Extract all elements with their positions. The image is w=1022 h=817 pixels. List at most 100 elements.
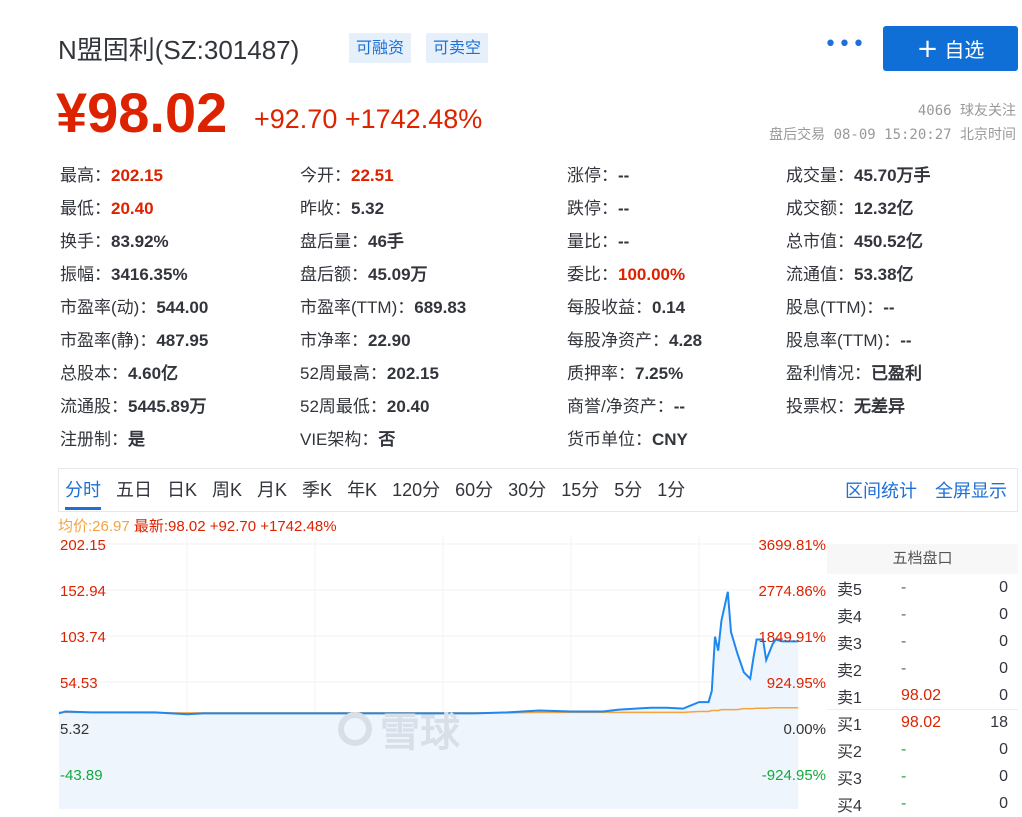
stat-value: 53.38亿: [854, 265, 914, 284]
tab-4[interactable]: 月K: [257, 480, 288, 500]
stat-label: 委比：: [567, 265, 618, 284]
stat-value: --: [883, 298, 895, 317]
level-volume: 0: [999, 659, 1008, 677]
stat-value: 22.90: [368, 331, 411, 350]
stat-item: 盘后量：46手: [300, 227, 404, 252]
level-label: 买4: [837, 797, 862, 815]
stat-item: 昨收：5.32: [300, 194, 384, 219]
tab-10[interactable]: 15分: [561, 480, 600, 500]
stat-label: 每股净资产：: [567, 331, 669, 350]
tab-2[interactable]: 日K: [167, 480, 198, 500]
stat-label: 市盈率(动)：: [60, 298, 157, 317]
order-book-row: 买4 - 0: [827, 790, 1018, 817]
y-tick-right: 0.00%: [783, 721, 826, 738]
level-label: 买2: [837, 743, 862, 761]
level-volume: 0: [999, 740, 1008, 758]
stat-item: 每股净资产：4.28: [567, 326, 702, 351]
level-label: 卖5: [837, 581, 862, 599]
stat-value: 0.14: [652, 298, 686, 317]
stat-label: 今开：: [300, 166, 351, 185]
stat-value: 202.15: [386, 364, 439, 383]
stat-label: 投票权：: [786, 397, 854, 416]
order-book: 五档盘口 卖5 - 0 卖4 - 0 卖3 - 0 卖2 - 0 卖1 98.02 0 买1 98.02 18 买2…: [827, 544, 1018, 815]
y-tick-left: 103.74: [60, 629, 106, 646]
stat-item: 总股本：4.60亿: [60, 359, 178, 384]
order-book-row: 买3 - 0: [827, 763, 1018, 790]
level-volume: 0: [999, 578, 1008, 596]
tab-6[interactable]: 年K: [347, 480, 378, 500]
level-price: -: [901, 578, 907, 596]
stat-label: VIE架构：: [300, 430, 379, 449]
stat-label: 市盈率(TTM)：: [300, 298, 415, 317]
order-book-row: 卖4 - 0: [827, 601, 1018, 628]
tab-links: 区间统计 全屏显示: [845, 477, 1017, 503]
stat-item: 流通股：5445.89万: [60, 392, 206, 417]
short-tag[interactable]: 可卖空: [426, 33, 489, 63]
stat-item: 成交量：45.70万手: [786, 161, 931, 186]
level-label: 卖1: [837, 689, 862, 707]
y-tick-left: 202.15: [60, 537, 106, 554]
stat-value: 5.32: [351, 199, 385, 218]
stat-item: 注册制：是: [60, 425, 145, 450]
add-watchlist-button[interactable]: + 自选: [883, 26, 1018, 71]
order-book-row: 卖2 - 0: [827, 655, 1018, 682]
tab-8[interactable]: 60分: [455, 480, 494, 500]
level-label: 买1: [837, 717, 862, 734]
follow-label: 自选: [944, 38, 985, 62]
stat-label: 涨停：: [567, 166, 618, 185]
current-price: ¥98.02: [56, 81, 228, 144]
stat-label: 每股收益：: [567, 298, 652, 317]
tab-12[interactable]: 1分: [657, 480, 686, 500]
stat-item: 投票权：无差异: [786, 392, 905, 417]
stock-title: N盟固利(SZ:301487): [58, 35, 300, 65]
stat-value: 否: [378, 430, 396, 449]
tab-5[interactable]: 季K: [302, 480, 333, 500]
tab-3[interactable]: 周K: [212, 480, 243, 500]
stat-value: 3416.35%: [111, 265, 188, 284]
stat-value: --: [618, 232, 630, 251]
stat-item: 市净率：22.90: [300, 326, 411, 351]
stat-value: 202.15: [111, 166, 163, 185]
stat-label: 成交量：: [786, 166, 854, 185]
change-value: +92.70: [254, 104, 338, 134]
fullscreen-link[interactable]: 全屏显示: [935, 481, 1007, 501]
snowball-logo-icon: [338, 712, 372, 746]
stat-label: 成交额：: [786, 199, 854, 218]
stat-item: 量比：--: [567, 227, 629, 252]
range-stats-link[interactable]: 区间统计: [845, 481, 917, 501]
stat-item: 52周最高：202.15: [300, 359, 439, 384]
stat-item: 货币单位：CNY: [567, 425, 688, 450]
tab-7[interactable]: 120分: [392, 480, 441, 500]
margin-tag[interactable]: 可融资: [349, 33, 412, 63]
tab-11[interactable]: 5分: [614, 480, 643, 500]
stat-item: 市盈率(TTM)：689.83: [300, 293, 466, 318]
level-price: -: [901, 632, 907, 650]
stat-item: 总市值：450.52亿: [786, 227, 923, 252]
stat-item: 最高：202.15: [60, 161, 163, 186]
stat-value: 83.92%: [111, 232, 169, 251]
stat-label: 最低：: [60, 199, 111, 218]
stat-label: 市净率：: [300, 331, 368, 350]
tab-0[interactable]: 分时: [65, 468, 101, 512]
stat-label: 货币单位：: [567, 430, 652, 449]
stat-item: 每股收益：0.14: [567, 293, 685, 318]
intraday-chart[interactable]: 202.15 3699.81% 152.94 2774.86% 103.74 1849.9…: [0, 535, 827, 809]
tab-1[interactable]: 五日: [116, 480, 152, 500]
stat-item: 涨停：--: [567, 161, 629, 186]
stat-item: 跌停：--: [567, 194, 629, 219]
level-price: -: [901, 767, 907, 785]
order-book-title: 五档盘口: [827, 544, 1018, 574]
order-book-row: 卖1 98.02 0: [827, 682, 1018, 709]
stat-value: 45.70万手: [854, 166, 931, 185]
stat-item: 振幅：3416.35%: [60, 260, 188, 285]
stat-value: 无差异: [854, 397, 905, 416]
plus-icon: +: [916, 33, 939, 64]
order-book-row: 买2 - 0: [827, 736, 1018, 763]
more-icon[interactable]: •••: [824, 32, 866, 57]
level-volume: 18: [990, 714, 1008, 731]
tab-9[interactable]: 30分: [508, 480, 547, 500]
y-tick-right: 924.95%: [767, 675, 826, 692]
price-line: [58, 591, 799, 716]
level-volume: 0: [999, 605, 1008, 623]
level-price: -: [901, 605, 907, 623]
